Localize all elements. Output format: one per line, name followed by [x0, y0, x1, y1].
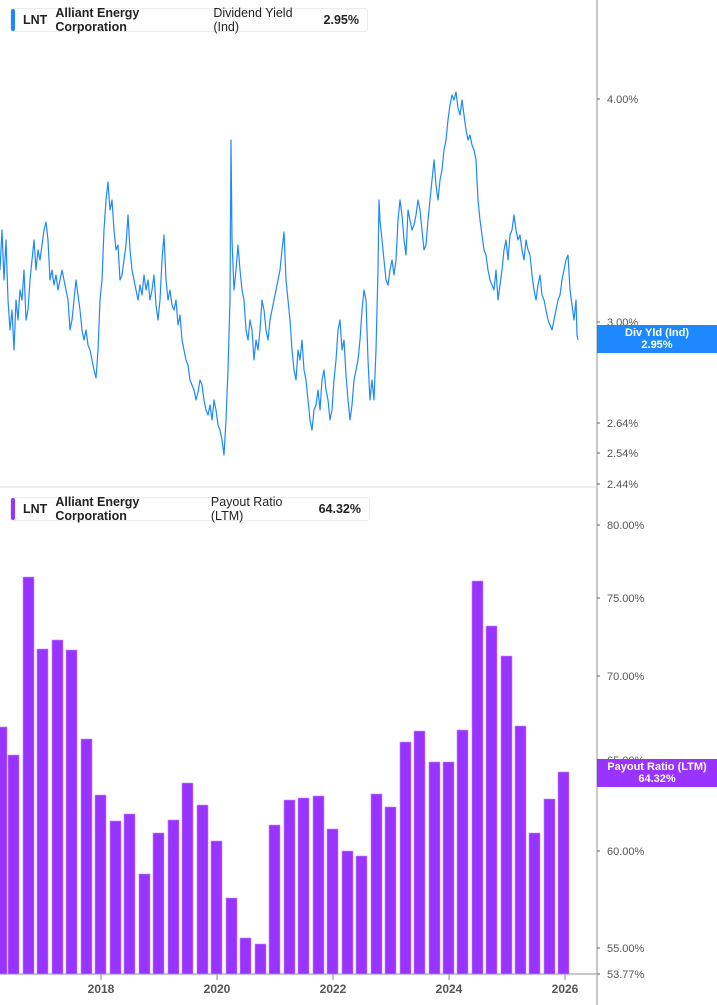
bar: [225, 897, 238, 975]
bar: [254, 943, 267, 975]
bar: [7, 754, 20, 975]
bar: [442, 761, 455, 975]
x-tick-label: 2020: [204, 982, 231, 996]
bar: [326, 828, 339, 975]
y-tick-label: 80.00%: [607, 520, 645, 532]
bar: [0, 726, 8, 975]
top-y-axis: 4.00% 3.00% 2.64% 2.54% 2.44%: [597, 94, 638, 491]
series-color-swatch: [11, 9, 15, 31]
bar: [138, 873, 151, 975]
tag-value: 2.95%: [641, 339, 673, 351]
x-axis: 2018 2020 2022 2024 2026: [88, 974, 579, 996]
bar: [297, 797, 310, 975]
company-name: Alliant Energy Corporation: [55, 6, 140, 34]
bar: [500, 655, 513, 975]
bar: [384, 806, 397, 975]
company-name: Alliant Energy Corporation: [55, 495, 140, 523]
payout-ratio-value-tag: Payout Ratio (LTM) 64.32%: [597, 759, 717, 787]
bar: [557, 771, 570, 975]
bar: [428, 761, 441, 975]
dividend-yield-line: [0, 91, 579, 456]
bar: [181, 782, 194, 975]
bar: [528, 832, 541, 975]
bar: [210, 840, 223, 975]
y-tick-label: 53.77%: [607, 969, 645, 981]
bar: [283, 799, 296, 975]
y-tick-label: 55.00%: [607, 943, 645, 955]
bar: [514, 725, 527, 975]
bar: [196, 804, 209, 975]
top-legend: LNT Alliant Energy Corporation Dividend …: [10, 6, 368, 34]
tag-label: Div Yld (Ind): [625, 327, 689, 339]
metric-name: Payout Ratio (LTM): [210, 495, 283, 523]
x-tick-label: 2018: [88, 982, 115, 996]
tag-label: Payout Ratio (LTM): [607, 761, 707, 773]
y-tick-label: 2.64%: [607, 418, 638, 430]
bar: [123, 813, 136, 975]
metric-value: 64.32%: [318, 502, 361, 516]
bar: [268, 824, 281, 975]
bar: [36, 648, 49, 975]
y-tick-label: 60.00%: [607, 846, 645, 858]
bottom-legend: LNT Alliant Energy Corporation Payout Ra…: [10, 495, 370, 523]
bar: [341, 850, 354, 975]
series-color-swatch: [11, 498, 15, 520]
bar: [471, 580, 484, 975]
payout-ratio-bars: [0, 576, 570, 975]
bar: [456, 729, 469, 975]
dividend-yield-value-tag: Div Yld (Ind) 2.95%: [597, 325, 717, 353]
metric-name: Dividend Yield (Ind): [213, 6, 293, 34]
bar: [399, 741, 412, 975]
metric-value: 2.95%: [323, 13, 359, 27]
bar: [65, 649, 78, 975]
ticker-label: LNT: [23, 502, 48, 516]
tag-value: 64.32%: [638, 773, 676, 785]
bar: [80, 738, 93, 975]
bar: [239, 937, 252, 975]
x-tick-label: 2022: [320, 982, 347, 996]
bar: [370, 793, 383, 975]
bar: [51, 639, 64, 975]
bar: [109, 820, 122, 975]
x-tick-label: 2024: [436, 982, 463, 996]
bar: [543, 798, 556, 975]
bar: [167, 819, 180, 975]
bar: [413, 730, 426, 975]
bar: [152, 832, 165, 975]
bar: [94, 794, 107, 975]
y-tick-label: 2.44%: [607, 479, 638, 491]
ticker-label: LNT: [23, 13, 48, 27]
bottom-y-axis: 80.00% 75.00% 70.00% 65.00% 60.00% 55.00…: [597, 520, 645, 981]
y-tick-label: 2.54%: [607, 448, 638, 460]
bar: [22, 576, 35, 975]
y-tick-label: 4.00%: [607, 94, 638, 106]
bar: [312, 795, 325, 975]
bar: [485, 625, 498, 975]
y-tick-label: 75.00%: [607, 593, 645, 605]
y-tick-label: 70.00%: [607, 671, 645, 683]
bar: [355, 855, 368, 975]
x-tick-label: 2026: [552, 982, 579, 996]
